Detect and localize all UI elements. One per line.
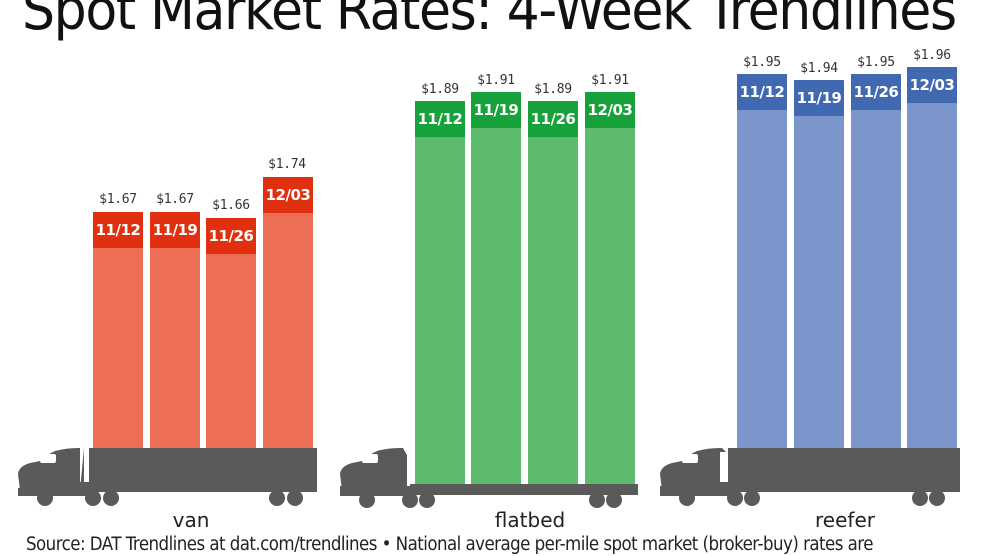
bar-value: $1.67 — [99, 192, 137, 207]
bar-value: $1.95 — [743, 55, 781, 70]
bar-value: $1.66 — [212, 198, 250, 213]
bar-value: $1.67 — [156, 192, 194, 207]
bar-value: $1.91 — [477, 73, 515, 88]
bar-value: $1.89 — [421, 82, 459, 97]
bar-reefer-1119: 11/19 — [794, 80, 844, 448]
bar-value: $1.89 — [534, 82, 572, 97]
bar-van-1119: 11/19 — [150, 212, 200, 448]
bar-flatbed-1112: 11/12 — [415, 101, 465, 485]
group-label-van: van — [172, 508, 210, 532]
bar-value: $1.96 — [913, 48, 951, 63]
bar-date: 11/12 — [737, 74, 787, 110]
bar-reefer-1203: 12/03 — [907, 67, 957, 448]
bar-date: 11/12 — [93, 212, 143, 248]
group-label-reefer: reefer — [815, 508, 875, 532]
bar-van-1112: 11/12 — [93, 212, 143, 448]
bar-value: $1.94 — [800, 61, 838, 76]
source-note: Source: DAT Trendlines at dat.com/trendl… — [26, 534, 873, 555]
bar-flatbed-1119: 11/19 — [471, 92, 521, 485]
bar-date: 12/03 — [585, 92, 635, 128]
bar-flatbed-1126: 11/26 — [528, 101, 578, 485]
bar-van-1203: 12/03 — [263, 177, 313, 448]
bar-date: 11/26 — [528, 101, 578, 137]
group-label-flatbed: flatbed — [494, 508, 566, 532]
bar-date: 11/19 — [794, 80, 844, 116]
bar-value: $1.74 — [268, 157, 306, 172]
bar-date: 12/03 — [263, 177, 313, 213]
chart-title: Spot Market Rates: 4-Week Trendlines — [22, 0, 957, 43]
bar-value: $1.91 — [591, 73, 629, 88]
bar-date: 11/12 — [415, 101, 465, 137]
bar-flatbed-1203: 12/03 — [585, 92, 635, 485]
bar-date: 11/26 — [206, 218, 256, 254]
bar-date: 11/19 — [471, 92, 521, 128]
bar-date: 11/26 — [851, 74, 901, 110]
bar-value: $1.95 — [857, 55, 895, 70]
bar-date: 11/19 — [150, 212, 200, 248]
bar-reefer-1112: 11/12 — [737, 74, 787, 448]
bar-date: 12/03 — [907, 67, 957, 103]
bar-reefer-1126: 11/26 — [851, 74, 901, 448]
bar-van-1126: 11/26 — [206, 218, 256, 448]
